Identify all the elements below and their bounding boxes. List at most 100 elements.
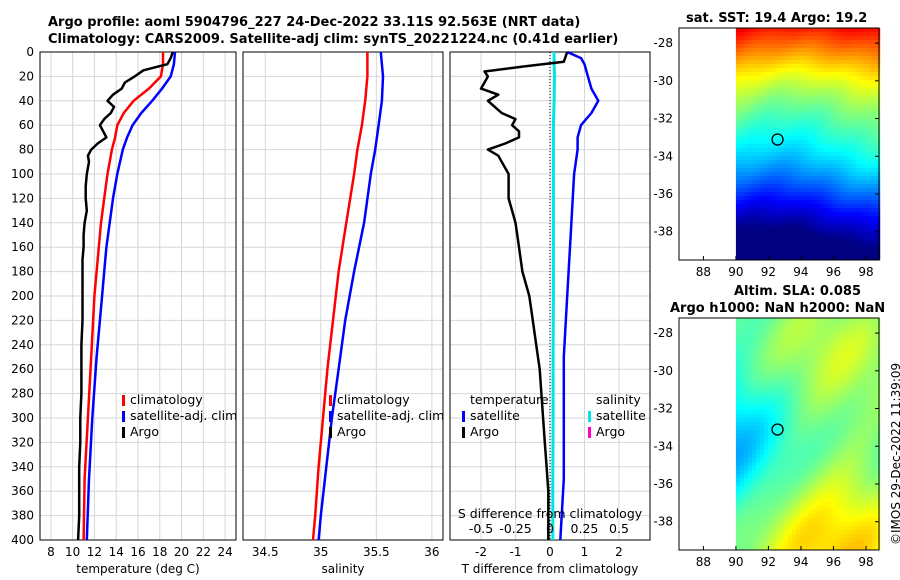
legend-label: climatology <box>130 392 203 407</box>
depth-tick-label: 400 <box>11 533 34 547</box>
temperature-argo-diff-line <box>479 51 569 540</box>
legend-swatch <box>122 427 125 438</box>
map-x-tick-label: 92 <box>761 265 776 279</box>
sla-field <box>735 318 881 551</box>
map-y-tick-label: -32 <box>653 112 673 126</box>
x-tick-label: -2 <box>475 545 487 559</box>
depth-tick-label: 220 <box>11 313 34 327</box>
map-x-tick-label: 88 <box>696 555 711 569</box>
x-tick-label: 1 <box>581 545 589 559</box>
depth-tick-label: 60 <box>19 118 34 132</box>
difference-profile-chart: -2 -1 0 1 2 T difference from climatology temp… <box>449 50 651 576</box>
plot-title-line2: Climatology: CARS2009. Satellite-adj cli… <box>48 32 619 47</box>
map-y-tick-label: -30 <box>653 364 673 378</box>
map-y-tick-label: -36 <box>653 477 673 491</box>
depth-tick-label: 320 <box>11 435 34 449</box>
salinity-diff-tick-label: 0 <box>546 521 554 536</box>
climatology-temperature-line <box>82 52 165 541</box>
map-y-tick-label: -30 <box>653 74 673 88</box>
depth-tick-label: 160 <box>11 240 34 254</box>
depth-tick-label: 260 <box>11 362 34 376</box>
sla-map-title-line1: Altim. SLA: 0.085 <box>734 284 861 299</box>
legend-label: climatology <box>337 392 410 407</box>
x-tick-label: 18 <box>152 545 167 559</box>
legend-label: satellite <box>470 408 520 423</box>
map-y-tick-label: -38 <box>653 225 673 239</box>
legend-label: satellite-adj. clim <box>130 408 237 423</box>
x-tick-label: 22 <box>196 545 211 559</box>
salinity-diff-axis-label: S difference from climatology <box>458 506 643 521</box>
depth-tick-label: 340 <box>11 460 34 474</box>
depth-tick-label: 120 <box>11 191 34 205</box>
argo-position-marker <box>771 133 784 146</box>
depth-tick-label: 280 <box>11 387 34 401</box>
temperature-profile-chart: 0 20 40 60 80 100 120 140 160 180 200 220 240 260 280 3… <box>11 45 237 576</box>
depth-tick-label: 380 <box>11 509 34 523</box>
depth-tick-label: 300 <box>11 411 34 425</box>
temperature-satellite-diff-line <box>559 50 600 541</box>
salinity-diff-tick-label: -0.5 <box>469 521 493 536</box>
legend-label: Argo <box>130 424 159 439</box>
x-tick-label: 34.5 <box>252 545 279 559</box>
map-x-tick-label: 92 <box>761 555 776 569</box>
argo-position-marker <box>771 423 784 436</box>
map-x-tick-label: 94 <box>793 265 808 279</box>
argo-temperature-line <box>76 51 174 541</box>
x-tick-label: 12 <box>87 545 102 559</box>
x-tick-label: 24 <box>217 545 232 559</box>
map-x-tick-label: 98 <box>858 555 873 569</box>
legend-swatch <box>588 427 591 438</box>
sla-map-title-line2: Argo h1000: NaN h2000: NaN <box>670 301 886 316</box>
depth-tick-label: 40 <box>19 94 34 108</box>
map-y-tick-label: -28 <box>653 36 673 50</box>
map-x-tick-label: 96 <box>826 555 841 569</box>
depth-tick-label: 180 <box>11 265 34 279</box>
depth-tick-label: 360 <box>11 484 34 498</box>
legend-title-salinity: salinity <box>596 392 641 407</box>
plot-frame <box>39 51 237 541</box>
satellite-salinity-line <box>317 51 385 541</box>
map-x-tick-label: 90 <box>728 265 743 279</box>
legend-swatch <box>329 411 332 422</box>
x-tick-label: 2 <box>615 545 623 559</box>
legend-label: satellite <box>596 408 646 423</box>
map-y-tick-label: -32 <box>653 402 673 416</box>
depth-tick-label: 0 <box>26 45 34 59</box>
legend-label: satellite-adj. clim <box>337 408 444 423</box>
x-tick-label: 35.5 <box>363 545 390 559</box>
x-tick-label: -1 <box>510 545 522 559</box>
salinity-profile-chart: 34.5 35 35.5 36 salinity climatologysatellite… <box>242 51 444 576</box>
map-x-tick-label: 96 <box>826 265 841 279</box>
x-axis-label: salinity <box>321 562 364 576</box>
salinity-satellite-diff-line <box>551 52 556 540</box>
salinity-diff-tick-label: 0.5 <box>609 521 629 536</box>
x-tick-label: 8 <box>47 545 55 559</box>
legend-label: Argo <box>337 424 366 439</box>
legend-swatch <box>329 395 332 406</box>
x-tick-label: 0 <box>546 545 554 559</box>
depth-tick-label: 80 <box>19 143 34 157</box>
sla-map: 88 90 92 94 96 98 -28 -30 -32 -34 -36 -38 <box>653 317 881 569</box>
map-frame <box>678 317 880 551</box>
map-y-tick-label: -28 <box>653 326 673 340</box>
legend-swatch <box>462 427 465 438</box>
x-axis-label: T difference from climatology <box>461 562 639 576</box>
x-tick-label: 20 <box>174 545 189 559</box>
legend-swatch <box>588 411 591 422</box>
depth-tick-label: 100 <box>11 167 34 181</box>
map-y-tick-label: -38 <box>653 515 673 529</box>
x-tick-label: 36 <box>424 545 439 559</box>
map-x-tick-label: 98 <box>858 265 873 279</box>
sst-map: 88 90 92 94 96 98 -28 -30 -32 -34 -36 -38 <box>653 27 881 279</box>
legend-label: Argo <box>470 424 499 439</box>
map-y-tick-label: -34 <box>653 149 673 163</box>
salinity-diff-tick-label: -0.25 <box>499 521 531 536</box>
map-x-tick-label: 94 <box>793 555 808 569</box>
depth-tick-label: 20 <box>19 69 34 83</box>
legend-swatch <box>329 427 332 438</box>
legend-swatch <box>462 411 465 422</box>
legend-swatch <box>122 411 125 422</box>
plot-title-line1: Argo profile: aoml 5904796_227 24-Dec-20… <box>48 15 581 30</box>
depth-tick-label: 240 <box>11 338 34 352</box>
legend-title-temperature: temperature <box>470 392 549 407</box>
